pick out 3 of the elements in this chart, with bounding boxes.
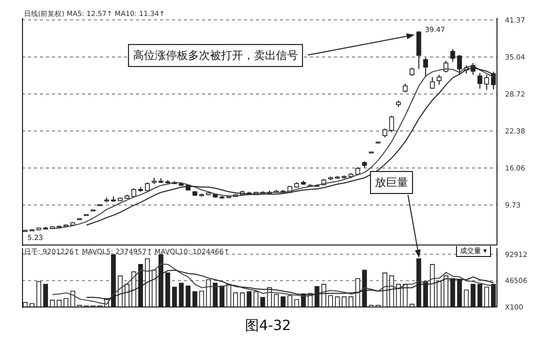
annotation: 高位涨停板多次被打开，卖出信号 [128,44,303,67]
annotation: 放巨量 [370,171,413,194]
caption: 图4-32 [244,317,292,335]
